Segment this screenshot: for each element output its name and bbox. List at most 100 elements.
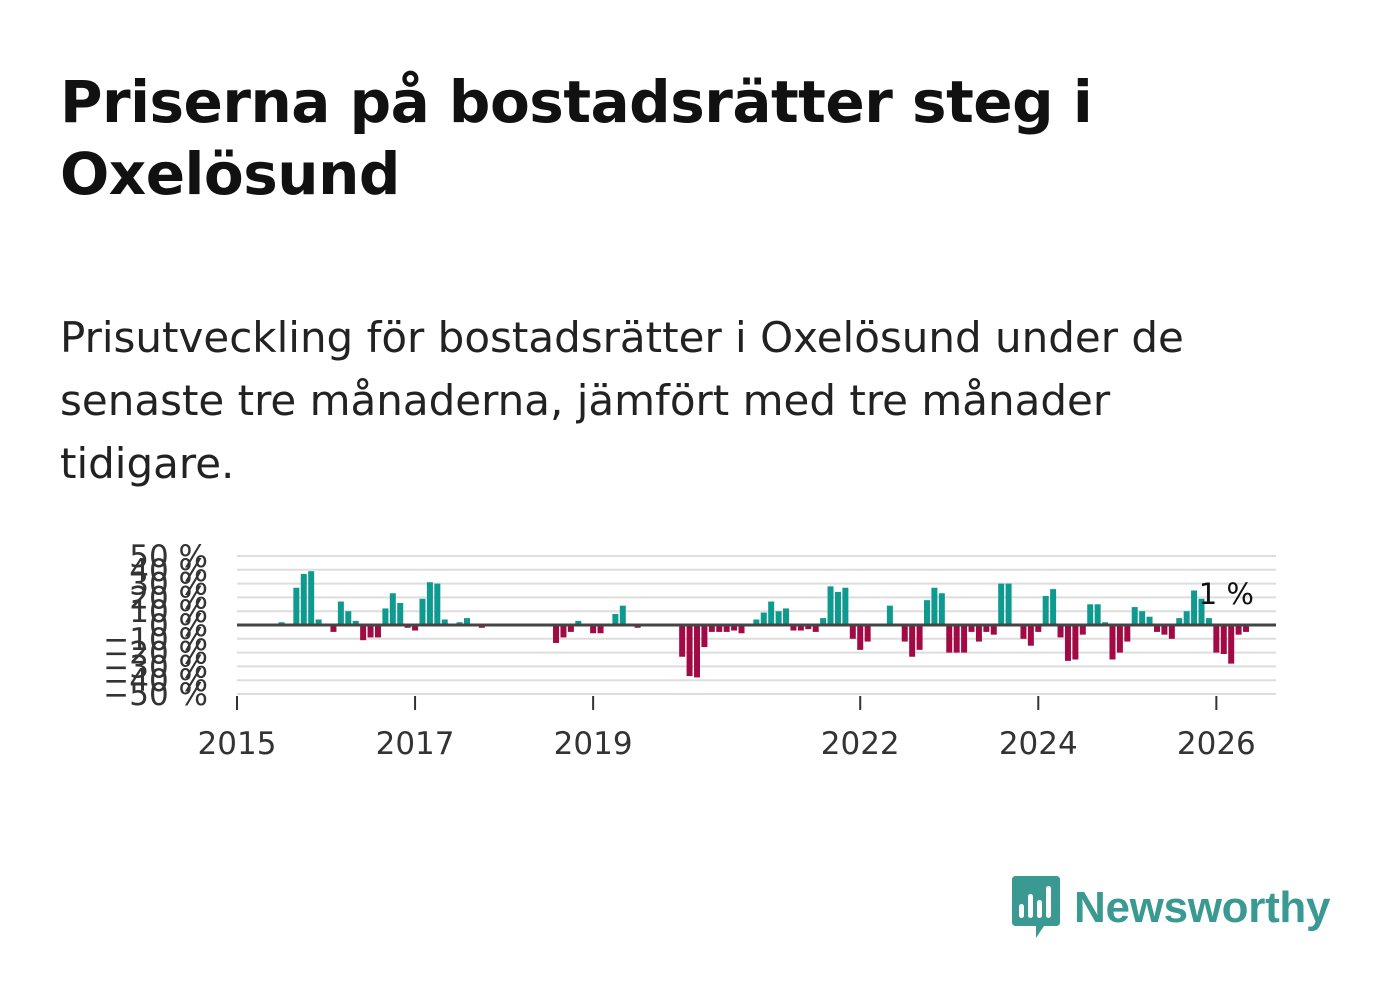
x-tick-label: 2019: [554, 726, 633, 762]
bar: [330, 625, 337, 632]
x-tick-label: 2024: [999, 726, 1078, 762]
bar: [760, 612, 767, 625]
bar: [805, 625, 812, 630]
y-tick-label: 50 %: [129, 539, 208, 575]
bar: [1042, 596, 1049, 625]
bar: [1183, 611, 1190, 625]
bar: [975, 625, 982, 642]
bar: [1124, 625, 1131, 642]
y-tick-label: 20 %: [129, 580, 208, 616]
bar: [842, 587, 849, 625]
bar: [397, 602, 404, 625]
bar: [1205, 618, 1212, 625]
bar: [1228, 625, 1235, 664]
bar: [575, 620, 582, 625]
bar: [753, 619, 760, 625]
bars: [278, 571, 1250, 678]
bar: [1146, 616, 1153, 625]
bar: [716, 625, 723, 632]
bar: [938, 593, 945, 625]
bar: [560, 625, 567, 638]
bar: [441, 619, 448, 625]
bar: [849, 625, 856, 639]
bar: [1168, 625, 1175, 639]
bar: [953, 625, 960, 653]
bar: [1027, 625, 1034, 646]
y-tick-label: −20 %: [103, 636, 208, 672]
bar: [1057, 625, 1064, 638]
bar: [1050, 589, 1057, 625]
bar: [864, 625, 871, 642]
bar: [983, 625, 990, 632]
x-tick-label: 2015: [198, 726, 277, 762]
newsworthy-logo[interactable]: Newsworthy: [1010, 876, 1330, 940]
bar: [990, 625, 997, 635]
chart-title: Priserna på bostadsrätter steg i Oxelösu…: [60, 68, 1093, 208]
bar: [464, 618, 470, 625]
x-tick-label: 2022: [821, 726, 900, 762]
bar-chart: 50 %40 %30 %20 %10 %0 %−10 %−20 %−30 %−4…: [103, 539, 1276, 762]
bar: [426, 582, 433, 625]
bar: [1198, 598, 1205, 625]
y-axis-labels: 50 %40 %30 %20 %10 %0 %−10 %−20 %−30 %−4…: [103, 539, 208, 713]
bar: [337, 601, 344, 625]
bar: [998, 583, 1005, 625]
bar: [775, 611, 782, 625]
bar: [300, 573, 307, 625]
bar: [315, 619, 322, 625]
bar: [1131, 607, 1138, 625]
y-tick-label: 40 %: [129, 553, 208, 589]
y-tick-label: 0 %: [149, 608, 208, 644]
bar: [827, 586, 834, 625]
bar: [857, 625, 864, 650]
bar: [374, 625, 381, 638]
bar: [1243, 625, 1250, 632]
bar: [567, 625, 574, 632]
bar: [1176, 618, 1183, 625]
bar: [834, 591, 841, 625]
bar: [783, 608, 790, 625]
bar: [961, 625, 968, 653]
bar: [968, 625, 975, 632]
bar: [293, 587, 300, 625]
bar: [367, 625, 374, 638]
bar: [382, 608, 389, 625]
bar: [931, 587, 938, 625]
bar: [886, 605, 893, 625]
bar: [352, 620, 359, 625]
bar: [345, 611, 352, 625]
chart-subtitle: Prisutveckling för bostadsrätter i Oxelö…: [60, 313, 1184, 488]
bar: [419, 598, 426, 625]
bar: [701, 625, 708, 648]
x-tick-label: 2017: [376, 726, 455, 762]
bar: [694, 625, 700, 678]
bar: [1064, 625, 1071, 661]
bar: [619, 605, 626, 625]
newsworthy-chart-icon: [1012, 876, 1060, 938]
bar: [1109, 625, 1116, 660]
bar: [1072, 625, 1079, 660]
bar: [708, 625, 715, 632]
bar: [916, 625, 923, 650]
bar: [612, 613, 619, 625]
y-tick-label: −50 %: [103, 677, 208, 713]
y-tick-label: −40 %: [103, 663, 208, 699]
bar: [820, 618, 827, 625]
bar: [1235, 625, 1242, 635]
bar: [590, 625, 597, 634]
bar: [412, 625, 419, 631]
bar: [1153, 625, 1160, 632]
bar: [924, 600, 930, 625]
bar: [360, 625, 367, 641]
bar: [1139, 611, 1146, 625]
bar: [686, 625, 693, 677]
x-axis: 2015 2017 2019 2022 2024 2026: [198, 693, 1276, 762]
bar: [389, 593, 396, 625]
bar: [723, 625, 730, 632]
logo-text: Newsworthy: [1074, 883, 1331, 932]
bar: [308, 571, 315, 625]
bar: [909, 625, 916, 657]
y-tick-label: −30 %: [103, 649, 208, 685]
bar: [1087, 604, 1094, 625]
y-tick-label: 30 %: [129, 567, 208, 603]
